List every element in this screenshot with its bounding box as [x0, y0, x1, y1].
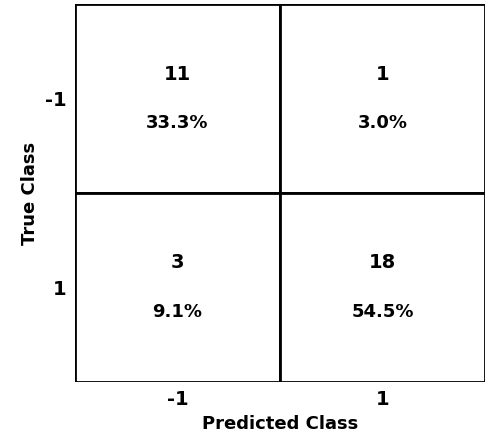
- Text: 33.3%: 33.3%: [146, 114, 209, 132]
- X-axis label: Predicted Class: Predicted Class: [202, 415, 358, 433]
- Bar: [280, 4, 485, 193]
- Text: 11: 11: [164, 65, 191, 84]
- Bar: [75, 4, 280, 193]
- Bar: [280, 193, 485, 382]
- Y-axis label: True Class: True Class: [22, 141, 40, 245]
- Text: 3: 3: [171, 253, 184, 273]
- Text: 54.5%: 54.5%: [351, 303, 414, 321]
- Text: 1: 1: [376, 65, 390, 84]
- Bar: [75, 193, 280, 382]
- Text: 3.0%: 3.0%: [358, 114, 408, 132]
- Text: 18: 18: [369, 253, 396, 273]
- Text: 9.1%: 9.1%: [152, 303, 202, 321]
